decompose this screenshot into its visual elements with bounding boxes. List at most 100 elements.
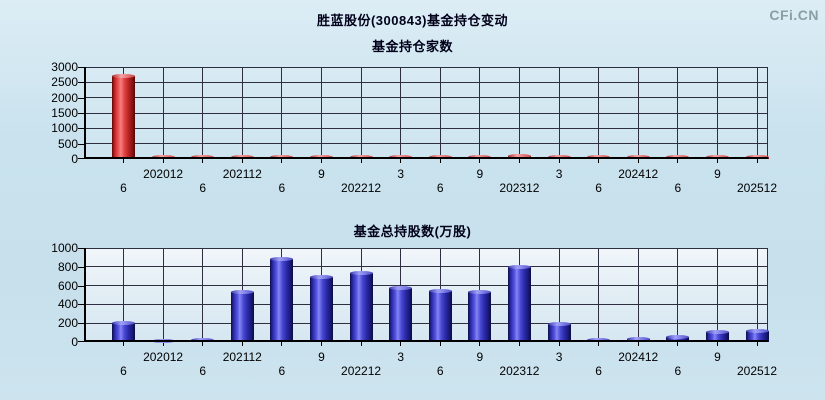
x-axis-tick (716, 159, 718, 163)
y-axis-tick (78, 304, 84, 306)
y-axis-label: 0 (71, 335, 78, 349)
gridline-vertical (241, 67, 243, 159)
x-axis-tick (677, 342, 679, 346)
bar-cap (349, 271, 373, 276)
fund-shares-chart-title: 基金总持股数(万股) (353, 224, 472, 239)
gridline-horizontal (84, 303, 768, 305)
gridline-horizontal (84, 97, 768, 99)
gridline-vertical (716, 248, 718, 342)
bar-cap (507, 264, 531, 269)
x-axis-tick (400, 159, 402, 163)
x-axis-tick (677, 159, 679, 163)
bar-cap (191, 337, 215, 342)
y-axis-label: 400 (57, 297, 78, 312)
plot-right-border (767, 248, 768, 342)
bar-cap (112, 321, 135, 326)
bar-cap (230, 290, 254, 295)
fund-holders-plot-area (78, 67, 769, 163)
bar-cap (309, 275, 333, 280)
y-axis-label: 3000 (51, 60, 78, 74)
x-axis-tick (558, 342, 560, 346)
y-axis-tick (78, 67, 84, 68)
x-axis-tick (637, 342, 639, 346)
x-axis-label: 202112 (222, 350, 262, 364)
x-axis-tick (439, 159, 441, 163)
x-axis-tick (756, 159, 758, 163)
x-axis-line (84, 157, 768, 159)
gridline-vertical (756, 67, 758, 159)
bar-202312 (507, 264, 531, 342)
y-axis-label: 0 (71, 152, 78, 166)
y-axis-label: 1000 (51, 121, 78, 136)
x-axis-tick (716, 342, 718, 346)
x-axis-tick (558, 159, 560, 163)
y-axis-label: 1500 (51, 106, 78, 120)
gridline-horizontal (84, 81, 768, 83)
fund-shares-plot-area (78, 248, 769, 346)
x-axis-label: 9 (714, 167, 721, 181)
gridline-vertical (637, 248, 639, 342)
gridline-vertical (716, 67, 718, 159)
gridline-vertical (598, 67, 600, 159)
bar-6 (270, 257, 294, 342)
bar-6 (428, 289, 452, 342)
bar-9 (309, 275, 333, 342)
x-axis-tick (241, 159, 243, 163)
x-axis-tick (360, 342, 362, 346)
x-axis-label: 9 (476, 167, 484, 181)
gridline-vertical (637, 67, 639, 159)
x-axis-tick (518, 159, 520, 163)
x-axis-label: 202212 (341, 181, 382, 195)
gridline-horizontal (84, 266, 768, 268)
bar-cap (745, 329, 769, 334)
x-axis-tick (320, 159, 322, 163)
bar-cap (547, 322, 571, 327)
y-axis-tick (78, 82, 84, 84)
x-axis-tick (281, 159, 283, 163)
x-axis-tick (439, 342, 441, 346)
x-axis-label: 202512 (736, 181, 778, 195)
y-axis-tick (78, 158, 84, 159)
bar-9 (468, 290, 492, 342)
x-axis-label: 6 (674, 181, 682, 195)
gridline-vertical (162, 67, 164, 159)
x-axis-label: 9 (476, 350, 484, 364)
x-axis-tick (479, 342, 481, 346)
x-axis-tick (598, 159, 600, 163)
x-axis-label: 6 (199, 181, 207, 195)
gridline-vertical (281, 67, 283, 159)
y-axis-tick (78, 143, 84, 145)
gridline-vertical (320, 67, 322, 159)
bar-202512 (745, 329, 769, 342)
gridline-vertical (360, 67, 362, 159)
y-axis-tick (78, 323, 84, 325)
y-axis-tick (78, 266, 84, 268)
plot-top-border (84, 67, 768, 68)
bar-3 (547, 322, 571, 342)
x-axis-tick (241, 342, 243, 346)
gridline-vertical (558, 248, 560, 342)
x-axis-label: 6 (199, 364, 207, 378)
x-axis-label: 6 (436, 364, 444, 378)
x-axis-tick (320, 342, 322, 346)
gridline-vertical (756, 248, 758, 342)
gridline-horizontal (84, 127, 768, 129)
bar-3 (389, 286, 413, 342)
bar-202212 (349, 271, 373, 342)
x-axis-label: 202012 (143, 350, 184, 364)
gridline-vertical (677, 67, 679, 159)
x-axis-tick (637, 159, 639, 163)
bar-cap (507, 153, 531, 158)
gridline-horizontal (84, 143, 768, 145)
x-axis-label: 202412 (618, 350, 659, 364)
x-axis-tick (479, 159, 481, 163)
x-axis-label: 3 (555, 167, 563, 181)
bar-6 (112, 74, 135, 159)
gridline-vertical (439, 67, 441, 159)
x-axis-label: 3 (397, 167, 404, 181)
y-axis-label: 2500 (51, 75, 78, 90)
gridline-horizontal (84, 285, 768, 287)
x-axis-tick (281, 342, 283, 346)
y-axis-tick (78, 113, 84, 114)
y-axis-line (84, 67, 86, 159)
